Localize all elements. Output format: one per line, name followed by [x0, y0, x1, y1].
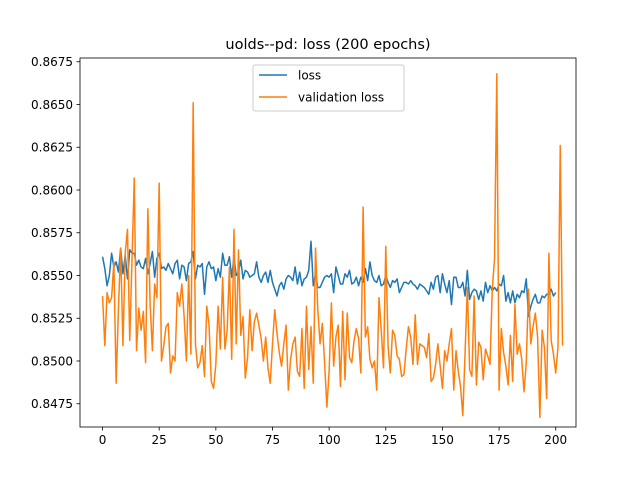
y-tick-label: 0.8525: [31, 312, 73, 326]
plot-area: [101, 72, 564, 419]
legend-box: [252, 64, 405, 112]
x-tick-label: 125: [374, 433, 397, 447]
x-tick-label: 0: [99, 433, 107, 447]
x-tick-label: 25: [152, 433, 167, 447]
y-tick-label: 0.8650: [31, 98, 73, 112]
x-tick-label: 200: [544, 433, 567, 447]
y-tick-label: 0.8675: [31, 55, 73, 69]
y-tick-label: 0.8625: [31, 141, 73, 155]
x-tick-label: 100: [318, 433, 341, 447]
chart-title: uolds--pd: loss (200 epochs): [225, 37, 430, 53]
x-tick-label: 75: [265, 433, 280, 447]
legend-label-validation-loss: validation loss: [298, 90, 384, 104]
x-tick-label: 175: [488, 433, 511, 447]
legend: loss validation loss: [252, 64, 405, 112]
series-line-loss: [101, 240, 557, 318]
axes: 0 25 50 75 100 125 150 175 200 0.8475 0.8500 0.8525…: [31, 55, 577, 447]
legend-label-loss: loss: [298, 68, 321, 82]
y-tick-label: 0.8600: [31, 183, 73, 197]
axes-frame: [79, 57, 577, 428]
x-tick-label: 150: [431, 433, 454, 447]
y-tick-label: 0.8575: [31, 226, 73, 240]
y-tick-label: 0.8500: [31, 354, 73, 368]
series-line-validation-loss: [101, 72, 564, 419]
y-tick-label: 0.8550: [31, 269, 73, 283]
x-tick-label: 50: [208, 433, 223, 447]
y-tick-label: 0.8475: [31, 397, 73, 411]
